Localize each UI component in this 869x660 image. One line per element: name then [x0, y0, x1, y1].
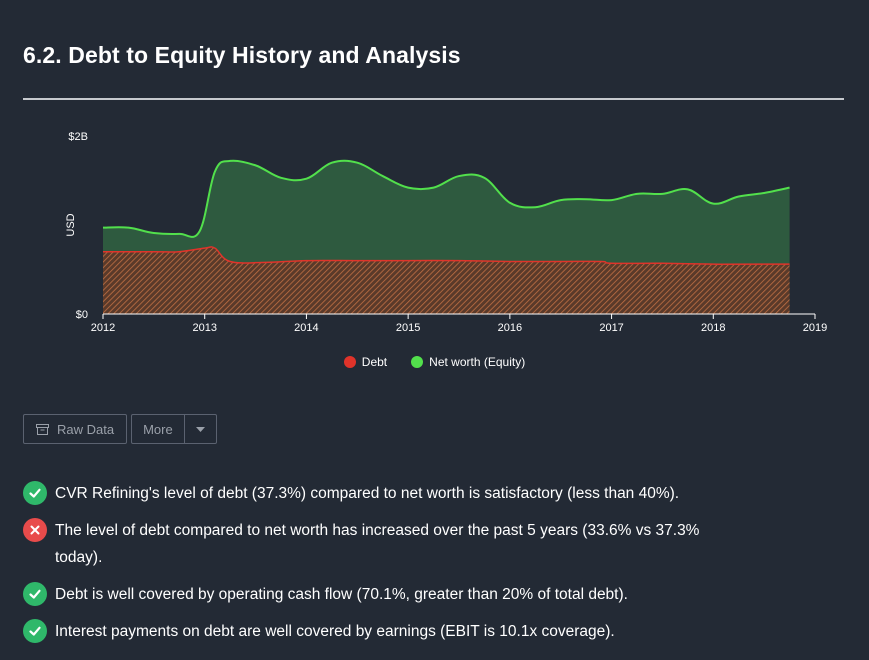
legend-label-debt: Debt — [361, 355, 388, 369]
more-button[interactable]: More — [143, 421, 173, 437]
debt-dot-icon — [343, 356, 356, 368]
check-item: Debt is well covered by operating cash f… — [23, 581, 823, 608]
debt-equity-chart: USD $2B $0 2012 2013 2014 2015 2016 2017 2018 20… — [65, 131, 827, 334]
chart-actions: Raw Data More — [23, 414, 217, 444]
page-title: 6.2. Debt to Equity History and Analysis — [23, 42, 461, 68]
check-icon — [23, 619, 47, 643]
x-tick-label: 2014 — [294, 322, 318, 334]
analysis-checks: CVR Refining's level of debt (37.3%) com… — [23, 480, 823, 655]
cross-icon — [23, 518, 47, 542]
legend-item-equity[interactable]: Net worth (Equity) — [411, 355, 525, 369]
x-tick-label: 2017 — [599, 322, 623, 334]
check-text: The level of debt compared to net worth … — [55, 522, 700, 566]
x-tick-label: 2019 — [803, 322, 827, 334]
check-text: Debt is well covered by operating cash f… — [55, 586, 628, 603]
check-icon — [23, 582, 47, 606]
legend-label-equity: Net worth (Equity) — [429, 355, 526, 369]
raw-data-label: Raw Data — [57, 421, 115, 437]
check-text: CVR Refining's level of debt (37.3%) com… — [55, 485, 680, 502]
dropdown-separator — [183, 415, 185, 443]
check-item: The level of debt compared to net worth … — [23, 517, 823, 571]
raw-data-button[interactable]: Raw Data — [23, 414, 128, 444]
legend-item-debt[interactable]: Debt — [343, 355, 388, 369]
equity-series-line — [102, 159, 790, 238]
y-axis-label: USD — [65, 213, 77, 236]
check-icon — [23, 481, 47, 505]
equity-dot-icon — [411, 356, 424, 368]
chart-legend: Debt Net worth (Equity) — [0, 355, 869, 369]
x-tick-label: 2016 — [498, 322, 522, 334]
archive-icon — [36, 423, 49, 435]
y-tick-label: $2B — [68, 131, 88, 143]
check-item: CVR Refining's level of debt (37.3%) com… — [23, 480, 823, 507]
y-tick-label: $0 — [76, 309, 88, 321]
debt-series-line — [103, 246, 790, 265]
title-divider — [23, 98, 844, 100]
check-text: Interest payments on debt are well cover… — [55, 623, 615, 640]
check-item: Interest payments on debt are well cover… — [23, 618, 823, 645]
chevron-down-icon[interactable] — [185, 415, 216, 443]
x-tick-label: 2013 — [192, 322, 216, 334]
x-tick-label: 2015 — [396, 322, 420, 334]
x-tick-label: 2012 — [91, 322, 115, 334]
more-dropdown: More — [131, 414, 217, 444]
x-tick-label: 2018 — [701, 322, 725, 334]
